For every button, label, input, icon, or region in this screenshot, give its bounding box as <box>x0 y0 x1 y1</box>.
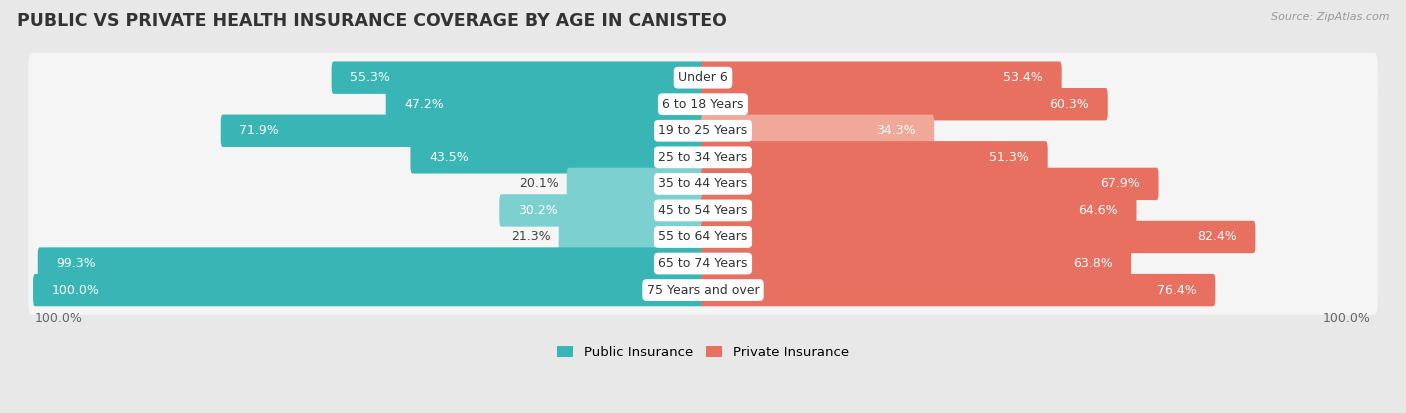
Text: 82.4%: 82.4% <box>1197 230 1237 244</box>
FancyBboxPatch shape <box>567 168 704 200</box>
FancyBboxPatch shape <box>28 133 1378 182</box>
FancyBboxPatch shape <box>385 88 704 121</box>
Text: 100.0%: 100.0% <box>1323 312 1371 325</box>
Text: 75 Years and over: 75 Years and over <box>647 284 759 297</box>
Text: 99.3%: 99.3% <box>56 257 96 270</box>
Text: 20.1%: 20.1% <box>519 177 558 190</box>
Text: 45 to 54 Years: 45 to 54 Years <box>658 204 748 217</box>
FancyBboxPatch shape <box>702 62 1062 94</box>
Text: 60.3%: 60.3% <box>1049 98 1090 111</box>
Text: 35 to 44 Years: 35 to 44 Years <box>658 177 748 190</box>
Text: 64.6%: 64.6% <box>1078 204 1118 217</box>
Legend: Public Insurance, Private Insurance: Public Insurance, Private Insurance <box>553 340 853 364</box>
FancyBboxPatch shape <box>38 247 704 280</box>
FancyBboxPatch shape <box>28 106 1378 155</box>
FancyBboxPatch shape <box>702 194 1136 227</box>
FancyBboxPatch shape <box>702 247 1132 280</box>
Text: Under 6: Under 6 <box>678 71 728 84</box>
FancyBboxPatch shape <box>28 266 1378 315</box>
FancyBboxPatch shape <box>28 212 1378 262</box>
FancyBboxPatch shape <box>221 114 704 147</box>
FancyBboxPatch shape <box>499 194 704 227</box>
Text: 63.8%: 63.8% <box>1073 257 1112 270</box>
Text: 34.3%: 34.3% <box>876 124 915 137</box>
Text: PUBLIC VS PRIVATE HEALTH INSURANCE COVERAGE BY AGE IN CANISTEO: PUBLIC VS PRIVATE HEALTH INSURANCE COVER… <box>17 12 727 31</box>
FancyBboxPatch shape <box>702 274 1215 306</box>
Text: 65 to 74 Years: 65 to 74 Years <box>658 257 748 270</box>
FancyBboxPatch shape <box>28 80 1378 129</box>
Text: 55 to 64 Years: 55 to 64 Years <box>658 230 748 244</box>
Text: 47.2%: 47.2% <box>405 98 444 111</box>
Text: 53.4%: 53.4% <box>1004 71 1043 84</box>
FancyBboxPatch shape <box>28 53 1378 102</box>
Text: 100.0%: 100.0% <box>52 284 100 297</box>
Text: 55.3%: 55.3% <box>350 71 391 84</box>
Text: 76.4%: 76.4% <box>1157 284 1197 297</box>
Text: 6 to 18 Years: 6 to 18 Years <box>662 98 744 111</box>
FancyBboxPatch shape <box>28 186 1378 235</box>
FancyBboxPatch shape <box>411 141 704 173</box>
Text: 25 to 34 Years: 25 to 34 Years <box>658 151 748 164</box>
FancyBboxPatch shape <box>558 221 704 253</box>
Text: 71.9%: 71.9% <box>239 124 280 137</box>
Text: 19 to 25 Years: 19 to 25 Years <box>658 124 748 137</box>
FancyBboxPatch shape <box>32 274 704 306</box>
Text: 51.3%: 51.3% <box>990 151 1029 164</box>
FancyBboxPatch shape <box>332 62 704 94</box>
FancyBboxPatch shape <box>702 114 934 147</box>
FancyBboxPatch shape <box>702 141 1047 173</box>
Text: Source: ZipAtlas.com: Source: ZipAtlas.com <box>1271 12 1389 22</box>
Text: 67.9%: 67.9% <box>1099 177 1140 190</box>
FancyBboxPatch shape <box>28 239 1378 288</box>
FancyBboxPatch shape <box>702 168 1159 200</box>
FancyBboxPatch shape <box>28 159 1378 209</box>
Text: 21.3%: 21.3% <box>510 230 551 244</box>
Text: 100.0%: 100.0% <box>35 312 83 325</box>
Text: 30.2%: 30.2% <box>517 204 558 217</box>
FancyBboxPatch shape <box>702 88 1108 121</box>
Text: 43.5%: 43.5% <box>429 151 468 164</box>
FancyBboxPatch shape <box>702 221 1256 253</box>
